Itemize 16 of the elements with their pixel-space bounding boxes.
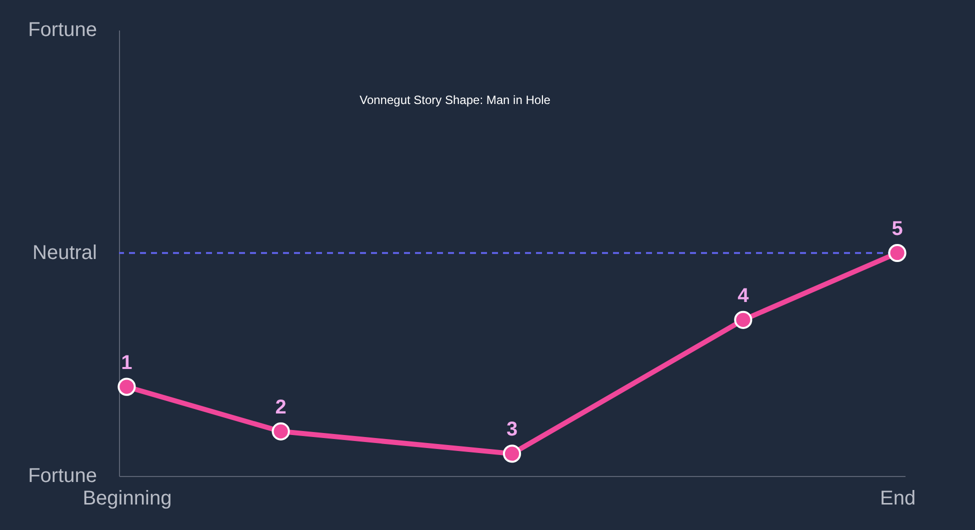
point bbox=[272, 422, 290, 440]
text: Fortune bbox=[28, 19, 97, 41]
annotation: 1 bbox=[121, 352, 132, 374]
point bbox=[502, 444, 522, 463]
ref-line-label: Neutral bbox=[32, 242, 97, 264]
point bbox=[888, 244, 906, 262]
text: Fortune bbox=[28, 465, 97, 487]
point bbox=[118, 378, 136, 396]
text: 5 bbox=[892, 218, 903, 240]
annotation: 3 bbox=[506, 418, 518, 441]
x-tick-label: Beginning bbox=[82, 488, 172, 510]
x-tick-label: End bbox=[880, 488, 916, 510]
annotation: 4 bbox=[738, 284, 750, 307]
point bbox=[734, 310, 752, 329]
annotation: 2 bbox=[275, 396, 286, 418]
chart-title: Vonnegut Story Shape: Man in Hole bbox=[360, 93, 551, 107]
